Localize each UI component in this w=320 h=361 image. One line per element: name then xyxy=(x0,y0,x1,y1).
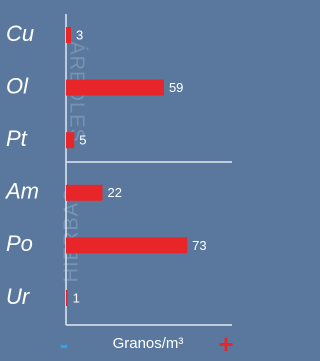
value-label: 73 xyxy=(192,238,206,253)
category-label: Ur xyxy=(6,284,31,309)
bar xyxy=(66,290,68,306)
value-label: 1 xyxy=(73,290,80,305)
page: ÁRBOLES HIERBAS Granos/m³ - + Cu3Ol59Pt5… xyxy=(0,0,240,361)
value-label: 5 xyxy=(79,133,86,148)
category-label: Cu xyxy=(6,21,34,46)
value-label: 59 xyxy=(169,80,183,95)
category-label: Po xyxy=(6,231,33,256)
group-label: HIERBAS xyxy=(60,188,82,283)
x-axis-label: Granos/m³ xyxy=(113,335,184,352)
category-label: Ol xyxy=(6,73,29,98)
bar xyxy=(66,185,103,201)
category-label: Pt xyxy=(6,126,28,151)
category-label: Am xyxy=(4,179,39,204)
bar xyxy=(66,27,71,43)
bar xyxy=(66,80,164,96)
bar xyxy=(66,237,187,253)
zoom-in-button[interactable]: + xyxy=(218,329,233,359)
chart: ÁRBOLES HIERBAS Granos/m³ - + Cu3Ol59Pt5… xyxy=(0,0,240,361)
value-label: 3 xyxy=(76,27,83,42)
value-label: 22 xyxy=(108,185,122,200)
zoom-out-button[interactable]: - xyxy=(60,329,69,359)
bar xyxy=(66,132,74,148)
